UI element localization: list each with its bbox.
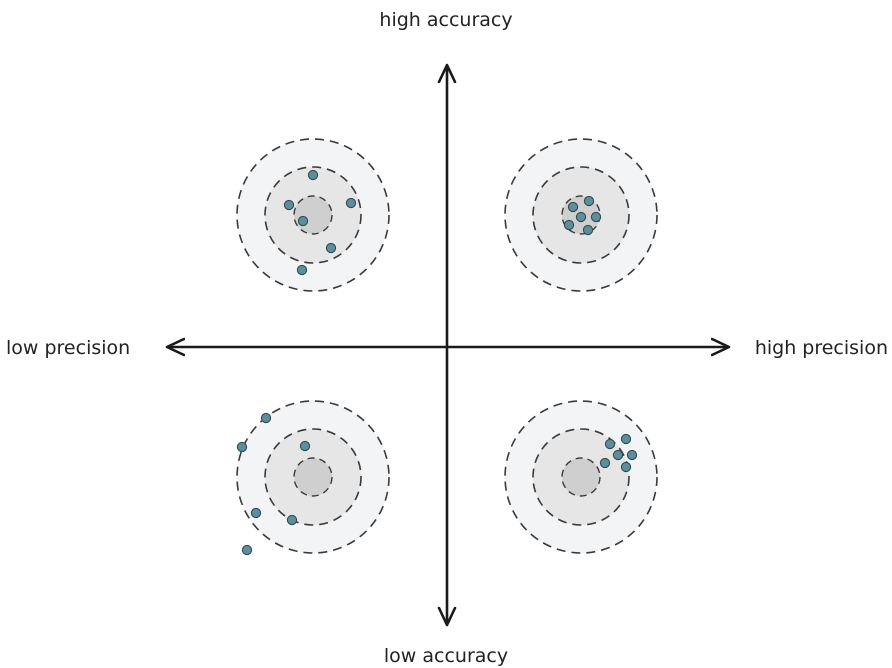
target-low-precision-low-accuracy <box>236 400 390 556</box>
target-low-precision-high-accuracy <box>236 138 390 292</box>
bullseye <box>293 457 333 497</box>
target-high-precision-low-accuracy <box>504 400 658 554</box>
measurement-point <box>583 195 595 207</box>
measurement-point <box>563 219 575 231</box>
measurement-point <box>297 215 309 227</box>
label-high-precision: high precision <box>755 337 888 359</box>
bullseye <box>561 457 601 497</box>
label-low-precision: low precision <box>6 337 130 359</box>
measurement-point <box>307 169 319 181</box>
target-high-precision-high-accuracy <box>504 138 658 292</box>
measurement-point <box>612 449 624 461</box>
measurement-point <box>241 544 253 556</box>
label-low-accuracy: low accuracy <box>384 645 508 667</box>
measurement-point <box>575 211 587 223</box>
measurement-point <box>345 197 357 209</box>
measurement-point <box>626 449 638 461</box>
measurement-point <box>236 441 248 453</box>
label-high-accuracy: high accuracy <box>379 9 512 31</box>
measurement-point <box>296 264 308 276</box>
measurement-point <box>590 211 602 223</box>
measurement-point <box>283 199 295 211</box>
measurement-point <box>599 457 611 469</box>
measurement-point <box>620 433 632 445</box>
measurement-point <box>260 412 272 424</box>
measurement-point <box>604 438 616 450</box>
measurement-point <box>299 440 311 452</box>
measurement-point <box>250 507 262 519</box>
measurement-point <box>325 242 337 254</box>
measurement-point <box>620 461 632 473</box>
bullseye <box>293 195 333 235</box>
measurement-point <box>582 224 594 236</box>
targets-layer <box>236 138 658 556</box>
measurement-point <box>567 201 579 213</box>
measurement-point <box>286 514 298 526</box>
